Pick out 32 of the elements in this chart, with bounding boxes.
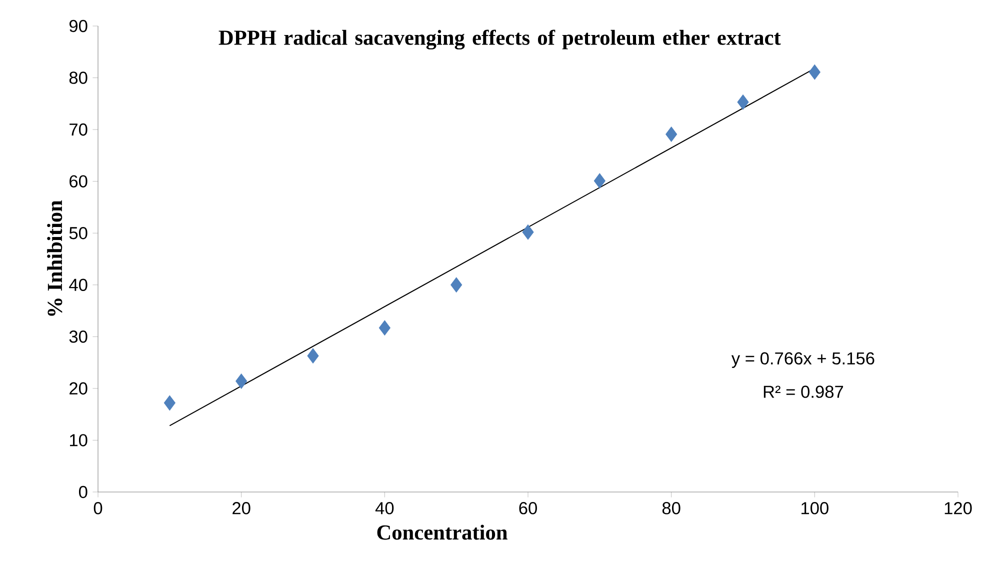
y-tick-label: 10 (70, 434, 88, 446)
y-tick-label: 0 (78, 486, 88, 498)
y-tick-label: 40 (69, 278, 88, 292)
y-tick-label: 60 (70, 175, 88, 188)
point (378, 320, 390, 336)
point (236, 374, 248, 389)
x-tick-label: 0 (94, 502, 102, 514)
point (737, 94, 749, 110)
chart-title: DPPH radical sacavenging effects of petroleum ether extract (218, 30, 781, 50)
point (808, 64, 820, 80)
point (522, 224, 534, 240)
x-tick-label: 40 (375, 502, 394, 514)
annotation: R² = 0.987 (764, 386, 844, 398)
y-tick-label: 70 (70, 123, 88, 136)
point (450, 277, 462, 292)
point (594, 173, 606, 188)
x-tick-label: 80 (662, 502, 680, 514)
point (307, 348, 319, 364)
x-axis-title: Concentration (377, 524, 508, 540)
x-tick-label: 20 (232, 502, 250, 514)
y-tick-label: 30 (69, 330, 88, 343)
x-tick-label: 120 (944, 502, 972, 514)
x-tick-label: 100 (802, 502, 828, 514)
x-tick-label: 60 (519, 502, 537, 514)
y-tick-label: 90 (70, 20, 88, 32)
y-axis-title: % Inhibition (47, 200, 62, 316)
y-tick-label: 50 (69, 226, 88, 240)
annotation: y = 0.766x + 5.156 (731, 352, 874, 368)
y-tick-label: 80 (69, 72, 88, 84)
y-tick-label: 20 (70, 382, 88, 395)
point (164, 395, 176, 411)
point (666, 126, 678, 142)
